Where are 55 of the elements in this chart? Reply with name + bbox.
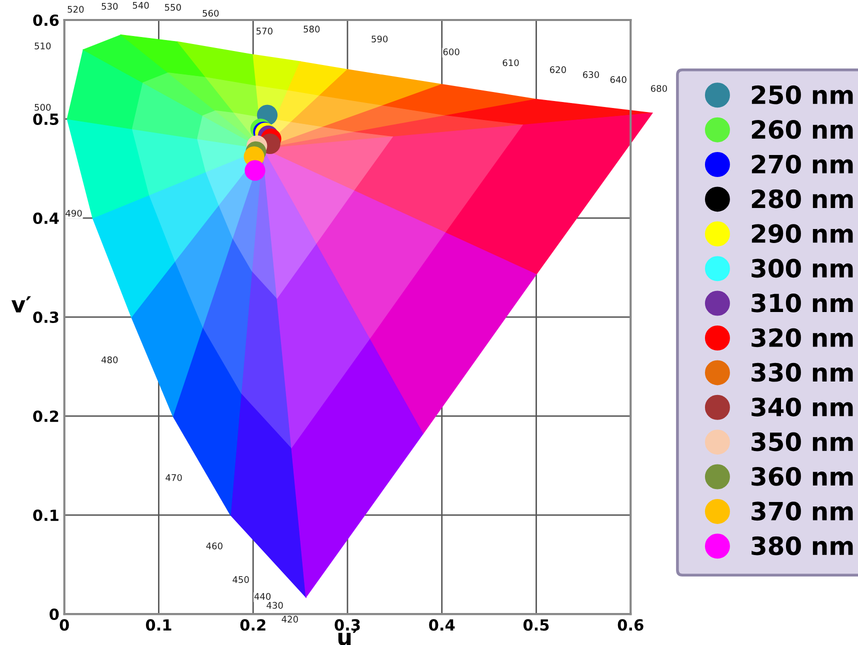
y-tick-label: 0.1 [33,510,58,522]
text: 550 [164,4,181,11]
text: 420 [282,616,298,623]
legend-label: 290 nm [752,224,853,244]
annotation: 480 [101,356,118,364]
legend-label: 270 nm [752,154,853,174]
y-axis-title: v′ [11,296,31,312]
annotation: 590 [372,36,388,42]
annotation: 630 [583,71,600,78]
legend-label: 250 nm [752,85,853,104]
annotation: 460 [206,542,222,550]
x-tick-label: 0.5 [523,619,549,631]
y-tick-label: 0.2 [33,410,58,422]
legend-label: 280 nm [752,189,853,208]
legend-label: 380 nm [752,536,853,556]
legend-label: 260 nm [752,120,853,139]
x-tick-label: 0.6 [618,619,644,631]
text: 510 [34,42,51,50]
annotation: 610 [502,59,519,66]
legend-label: 330 nm [752,362,853,382]
text: 560 [202,10,219,17]
annotation: 620 [550,66,566,74]
y-tick-label: 0.4 [33,212,59,224]
annotation: 570 [256,28,272,34]
point [244,160,266,181]
text: 530 [102,2,118,10]
legend-label: 300 nm [752,258,853,278]
annotation: 450 [232,576,249,583]
annotation: 600 [443,48,460,56]
x-tick-label: 0.1 [146,619,172,631]
x-tick-label: 0.3 [334,619,360,631]
x-axis-title: u′ [338,628,358,645]
legend-label: 320 nm [752,328,853,348]
text: 520 [68,6,84,13]
legend-label: 370 nm [752,502,853,521]
legend-label: 310 nm [752,293,853,312]
annotation: 640 [610,76,626,84]
y-tick-label: 0.5 [33,113,58,126]
x-tick-label: 0.2 [240,619,266,631]
annotation: 430 [266,602,283,609]
annotation: 440 [254,593,271,600]
legend-label: 350 nm [752,432,853,452]
text: 540 [132,2,149,9]
legend-label: 360 nm [752,466,853,486]
y-tick-label: 0.6 [33,14,59,26]
x-tick-label: 0.4 [429,619,455,631]
y-tick-label: 0 [50,608,59,620]
y-tick-label: 0.3 [33,311,58,324]
text: 680 [650,85,667,92]
annotation: 490 [66,210,82,217]
annotation: 580 [304,26,320,33]
text: 500 [34,104,51,111]
x-tick-label: 0 [60,619,69,631]
annotation: 470 [166,474,182,482]
legend-label: 340 nm [752,398,853,416]
